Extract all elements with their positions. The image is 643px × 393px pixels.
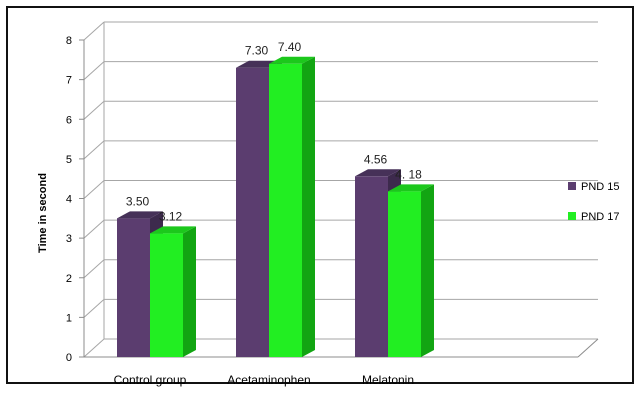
y-tick-label: 8 bbox=[66, 35, 72, 47]
y-axis-label: Time in second bbox=[37, 173, 49, 253]
bar-top bbox=[150, 226, 196, 234]
gridline-depth bbox=[83, 100, 105, 120]
y-tick-label: 1 bbox=[66, 312, 72, 324]
y-tick-label: 6 bbox=[66, 114, 72, 126]
legend-swatch bbox=[568, 212, 576, 220]
x-tick-label: Melatonin bbox=[362, 373, 414, 387]
bars bbox=[117, 56, 434, 358]
data-label: 3.50 bbox=[126, 194, 150, 208]
gridline-depth bbox=[83, 140, 105, 160]
x-tick-label: Control group bbox=[114, 373, 187, 387]
labels: 0 1 2 3 4 5 6 7 8 3.50 3.12 7.30 7.40 4.56 4. 18 Contro… bbox=[66, 35, 422, 387]
gridline-depth bbox=[83, 21, 105, 41]
bar-side bbox=[421, 184, 434, 357]
bar-pnd-15 bbox=[117, 218, 150, 357]
bar-pnd-15 bbox=[236, 67, 269, 358]
bar-top bbox=[117, 211, 163, 219]
y-tick-label: 3 bbox=[66, 233, 72, 245]
data-label: 7.30 bbox=[245, 44, 269, 58]
bar-top bbox=[388, 184, 434, 192]
y-tick-label: 0 bbox=[66, 352, 72, 364]
data-label: 3.12 bbox=[159, 209, 183, 223]
x-tick-label: Acetaminophen bbox=[227, 373, 310, 387]
gridline-depth bbox=[83, 259, 105, 279]
y-tick-label: 4 bbox=[66, 194, 72, 206]
legend: PND 15 PND 17 bbox=[568, 181, 620, 223]
y-tick-label: 2 bbox=[66, 273, 72, 285]
y-tick-label: 5 bbox=[66, 154, 72, 166]
legend-label: PND 17 bbox=[581, 211, 620, 223]
legend-swatch bbox=[568, 182, 576, 190]
data-label: 4.56 bbox=[364, 152, 388, 166]
bar-pnd-17 bbox=[388, 191, 421, 357]
data-label: 7.40 bbox=[278, 40, 302, 54]
floor-edge bbox=[577, 338, 599, 358]
bar-side bbox=[183, 226, 196, 357]
gridline-depth bbox=[83, 219, 105, 239]
bar-pnd-17 bbox=[150, 233, 183, 357]
bar-side bbox=[302, 56, 315, 358]
gridline-depth bbox=[83, 180, 105, 199]
legend-label: PND 15 bbox=[581, 181, 620, 193]
bar-pnd-17 bbox=[269, 63, 302, 358]
chart-frame bbox=[6, 6, 634, 384]
y-tick-label: 7 bbox=[66, 75, 72, 87]
bar-pnd-15 bbox=[355, 176, 388, 357]
data-label: 4. 18 bbox=[395, 167, 422, 181]
gridline-depth bbox=[83, 61, 105, 80]
gridline-depth bbox=[83, 299, 105, 318]
bar-top bbox=[355, 169, 401, 177]
gridline-depth bbox=[83, 338, 105, 358]
bar-top bbox=[269, 56, 315, 64]
